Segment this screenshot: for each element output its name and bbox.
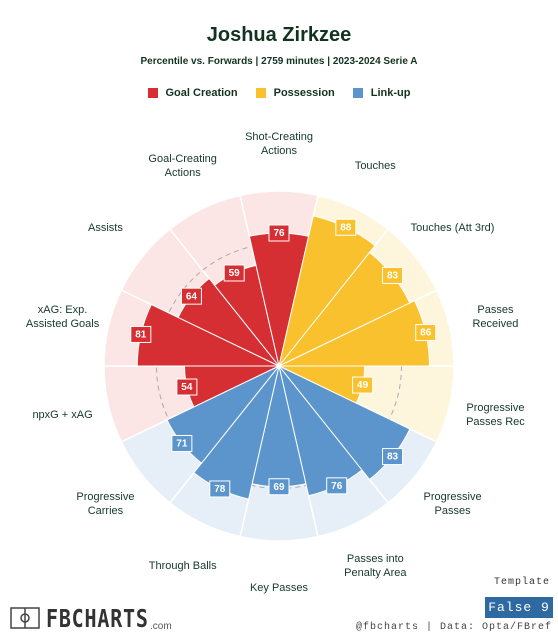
value-label: 69 xyxy=(273,482,285,493)
category-label: Passes into Penalty Area xyxy=(344,553,407,579)
category-label: Touches xyxy=(354,159,396,172)
value-box xyxy=(326,477,348,495)
chart-subtitle: Percentile vs. Forwards | 2759 minutes |… xyxy=(140,56,418,67)
logo-icon xyxy=(10,607,40,629)
value-box xyxy=(382,448,404,466)
value-label: 83 xyxy=(387,452,399,463)
value-label: 88 xyxy=(340,222,352,233)
value-label: 78 xyxy=(214,484,226,495)
category-label: Key Passes xyxy=(249,582,309,594)
value-label: 83 xyxy=(387,271,399,282)
value-label: 71 xyxy=(176,439,188,450)
category-label: npxG + xAG xyxy=(32,409,93,422)
value-label: 81 xyxy=(135,330,147,341)
value-label: 76 xyxy=(273,228,285,239)
category-label: Through Balls xyxy=(148,560,217,572)
value-label: 64 xyxy=(186,291,198,302)
value-label: 76 xyxy=(331,481,343,492)
value-label: 54 xyxy=(181,382,193,393)
value-box xyxy=(415,324,437,342)
chart-title: Joshua Zirkzee xyxy=(206,24,352,46)
legend-swatch xyxy=(255,88,266,98)
category-label: Shot-Creating Actions xyxy=(245,131,313,157)
category-label: Assists xyxy=(88,221,123,234)
value-label: 59 xyxy=(229,268,241,279)
legend-swatch xyxy=(352,88,363,98)
credit: @fbcharts | Data: Opta/FBref xyxy=(355,622,552,633)
value-label: 49 xyxy=(357,380,369,391)
template-badge: False 9 xyxy=(485,597,553,618)
legend-label: Possession xyxy=(273,87,335,99)
value-box xyxy=(223,264,245,282)
value-box xyxy=(171,434,193,452)
category-label: xAG: Exp. Assisted Goals xyxy=(25,303,100,330)
logo: FBCHARTS xyxy=(46,604,149,633)
legend-label: Link-up xyxy=(370,87,411,99)
value-box xyxy=(268,478,290,496)
category-label: Goal-Creating Actions xyxy=(148,152,217,179)
template-label: Template xyxy=(493,577,550,588)
category-label: Progressive Carries xyxy=(76,491,135,518)
value-box xyxy=(176,378,198,396)
category-label: Progressive Passes xyxy=(423,491,482,518)
legend-swatch xyxy=(147,88,158,98)
legend-label: Goal Creation xyxy=(165,87,238,99)
value-label: 86 xyxy=(420,328,432,339)
logo-suffix: .com xyxy=(150,621,172,632)
category-label: Touches (Att 3rd) xyxy=(410,221,495,234)
value-box xyxy=(335,218,357,236)
legend-item: Link-up xyxy=(352,87,411,99)
value-box xyxy=(352,376,374,394)
value-box xyxy=(130,325,152,343)
category-label: Passes Received xyxy=(472,303,519,330)
legend-item: Goal Creation xyxy=(147,87,238,99)
legend-item: Possession xyxy=(255,87,335,99)
legend: Goal Creation Possession Link-up xyxy=(0,87,558,99)
value-box xyxy=(180,287,202,305)
value-box xyxy=(382,266,404,284)
value-box xyxy=(268,224,290,242)
value-box xyxy=(209,480,231,498)
category-label: Progressive Passes Rec xyxy=(466,402,525,429)
